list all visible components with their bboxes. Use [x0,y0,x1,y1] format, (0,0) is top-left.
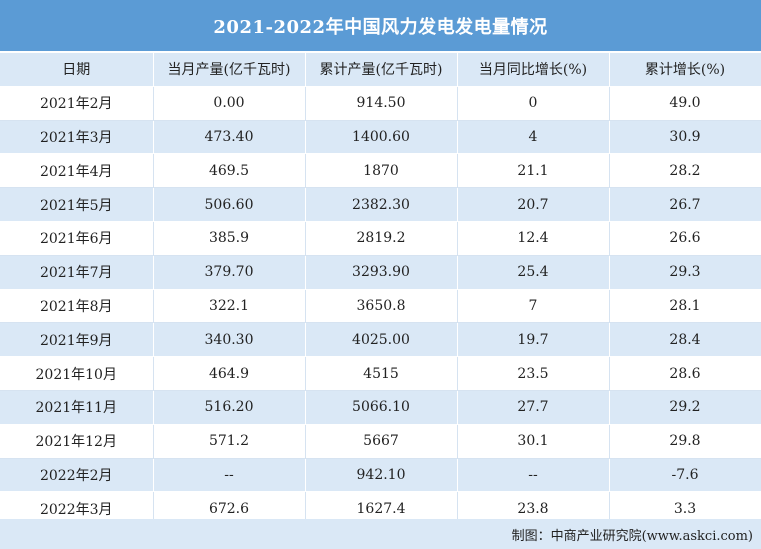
table-row: 2021年5月 506.60 2382.30 20.7 26.7 [0,187,761,222]
table-row: 2021年8月 322.1 3650.8 7 28.1 [0,289,761,324]
cell-cumulative-growth: 28.4 [609,322,761,358]
cell-monthly-yoy-growth: 4 [457,120,610,155]
table-row: 2021年6月 385.9 2819.2 12.4 26.6 [0,221,761,256]
column-header-cumulative-growth: 累计增长(%) [609,53,761,87]
column-header-date: 日期 [0,53,154,87]
header-row: 日期 当月产量(亿千瓦时) 累计产量(亿千瓦时) 当月同比增长(%) 累计增长(… [0,53,761,87]
column-header-monthly-yoy-growth: 当月同比增长(%) [457,53,610,87]
table-row: 2021年12月 571.2 5667 30.1 29.8 [0,424,761,459]
cell-monthly-output: 0.00 [153,86,306,121]
table-row: 2021年10月 464.9 4515 23.5 28.6 [0,356,761,391]
cell-monthly-output: -- [153,458,306,493]
cell-monthly-output: 385.9 [153,221,306,256]
cell-cumulative-growth: 29.8 [609,424,761,459]
cell-cumulative-growth: -7.6 [609,458,761,493]
cell-cumulative-output: 2819.2 [305,221,458,256]
table-row: 2021年3月 473.40 1400.60 4 30.9 [0,120,761,155]
cell-date: 2021年6月 [0,221,154,256]
cell-monthly-yoy-growth: 21.1 [457,153,610,189]
cell-cumulative-growth: 26.6 [609,221,761,256]
cell-cumulative-growth: 29.3 [609,255,761,290]
cell-date: 2021年2月 [0,86,154,121]
cell-cumulative-output: 942.10 [305,458,458,493]
cell-monthly-yoy-growth: 23.5 [457,356,610,391]
cell-date: 2021年9月 [0,322,154,358]
cell-cumulative-growth: 26.7 [609,187,761,222]
cell-date: 2021年3月 [0,120,154,155]
table-row: 2022年2月 -- 942.10 -- -7.6 [0,458,761,493]
cell-cumulative-growth: 28.2 [609,153,761,189]
cell-cumulative-output: 5066.10 [305,390,458,425]
column-header-monthly-output: 当月产量(亿千瓦时) [153,53,306,87]
cell-cumulative-growth: 28.1 [609,289,761,324]
cell-cumulative-output: 5667 [305,424,458,459]
cell-cumulative-growth: 29.2 [609,390,761,425]
cell-cumulative-output: 3650.8 [305,289,458,324]
cell-cumulative-output: 1870 [305,153,458,189]
cell-cumulative-output: 914.50 [305,86,458,121]
cell-monthly-output: 473.40 [153,120,306,155]
cell-date: 2021年7月 [0,255,154,290]
cell-monthly-yoy-growth: 25.4 [457,255,610,290]
cell-monthly-output: 571.2 [153,424,306,459]
source-credit: 制图：中商产业研究院(www.askci.com) [511,529,753,544]
cell-cumulative-growth: 30.9 [609,120,761,155]
footer-bar: 制图：中商产业研究院(www.askci.com) [0,519,761,549]
cell-cumulative-output: 3293.90 [305,255,458,290]
table-row: 2021年11月 516.20 5066.10 27.7 29.2 [0,390,761,425]
cell-date: 2021年4月 [0,153,154,189]
cell-monthly-output: 464.9 [153,356,306,391]
cell-monthly-yoy-growth: 7 [457,289,610,324]
cell-monthly-yoy-growth: 30.1 [457,424,610,459]
cell-monthly-yoy-growth: 20.7 [457,187,610,222]
cell-cumulative-output: 1400.60 [305,120,458,155]
cell-date: 2021年10月 [0,356,154,391]
cell-date: 2022年2月 [0,458,154,493]
table-body: 2021年2月 0.00 914.50 0 49.0 2021年3月 473.40 1400.… [0,86,761,527]
column-header-cumulative-output: 累计产量(亿千瓦时) [305,53,458,87]
cell-monthly-output: 379.70 [153,255,306,290]
cell-cumulative-output: 2382.30 [305,187,458,222]
cell-date: 2021年11月 [0,390,154,425]
cell-monthly-yoy-growth: 27.7 [457,390,610,425]
cell-monthly-output: 322.1 [153,289,306,324]
cell-monthly-output: 506.60 [153,187,306,222]
cell-cumulative-output: 4025.00 [305,322,458,358]
cell-monthly-yoy-growth: 19.7 [457,322,610,358]
data-table: 日期 当月产量(亿千瓦时) 累计产量(亿千瓦时) 当月同比增长(%) 累计增长(… [0,53,761,527]
table-row: 2021年4月 469.5 1870 21.1 28.2 [0,153,761,189]
cell-date: 2021年12月 [0,424,154,459]
table-row: 2021年9月 340.30 4025.00 19.7 28.4 [0,322,761,358]
chart-title: 2021-2022年中国风力发电发电量情况 [0,0,761,51]
table-row: 2021年7月 379.70 3293.90 25.4 29.3 [0,255,761,290]
cell-monthly-output: 340.30 [153,322,306,358]
cell-cumulative-growth: 49.0 [609,86,761,121]
cell-monthly-output: 469.5 [153,153,306,189]
cell-cumulative-growth: 28.6 [609,356,761,391]
cell-monthly-yoy-growth: 0 [457,86,610,121]
cell-cumulative-output: 4515 [305,356,458,391]
cell-monthly-output: 516.20 [153,390,306,425]
cell-date: 2021年5月 [0,187,154,222]
cell-date: 2021年8月 [0,289,154,324]
table-row: 2021年2月 0.00 914.50 0 49.0 [0,86,761,121]
cell-monthly-yoy-growth: 12.4 [457,221,610,256]
cell-monthly-yoy-growth: -- [457,458,610,493]
